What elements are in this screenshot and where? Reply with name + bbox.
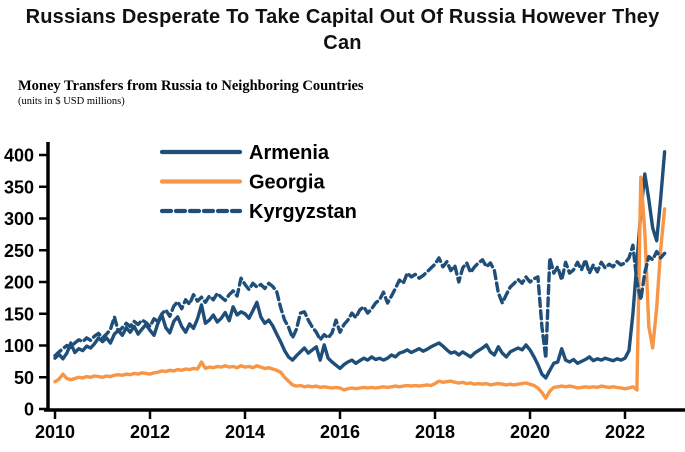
y-axis-tick-label: 150 — [4, 304, 34, 324]
series-georgia — [53, 175, 667, 400]
legend-label: Kyrgyzstan — [249, 201, 357, 223]
legend-label: Armenia — [249, 142, 330, 164]
legend-item-georgia: Georgia — [159, 172, 325, 194]
x-axis-tick-label: 2012 — [130, 422, 170, 442]
x-axis-tick-label: 2010 — [35, 422, 75, 442]
y-axis-tick-label: 0 — [24, 400, 34, 420]
legend-item-armenia: Armenia — [159, 142, 330, 164]
y-axis-tick-label: 250 — [4, 241, 34, 261]
y-axis-tick-label: 100 — [4, 336, 34, 356]
chart-heading: Money Transfers from Russia to Neighbori… — [18, 78, 364, 94]
series-armenia — [53, 150, 667, 380]
x-axis-tick-label: 2020 — [510, 422, 550, 442]
legend-label: Georgia — [249, 172, 325, 194]
x-axis-tick-label: 2018 — [415, 422, 455, 442]
y-axis-tick-label: 200 — [4, 273, 34, 293]
x-axis-tick-label: 2016 — [320, 422, 360, 442]
y-axis-tick-label: 300 — [4, 209, 34, 229]
x-axis-tick-label: 2022 — [605, 422, 645, 442]
legend-item-kyrgyzstan: Kyrgyzstan — [159, 201, 357, 223]
y-axis-tick-label: 350 — [4, 177, 34, 197]
x-axis-tick-label: 2014 — [225, 422, 265, 442]
page-title: Russians Desperate To Take Capital Out O… — [25, 6, 660, 54]
y-axis-tick-label: 50 — [14, 368, 34, 388]
series-kyrgyzstan — [53, 243, 667, 360]
chart-units-label: (units in $ USD millions) — [18, 96, 125, 107]
y-axis-tick-label: 400 — [4, 146, 34, 166]
